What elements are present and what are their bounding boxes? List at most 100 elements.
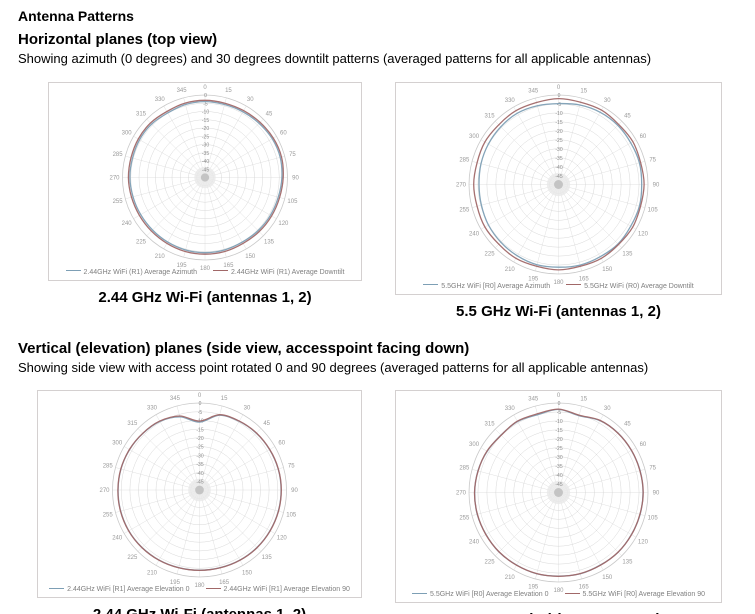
chart-legend: 2.44GHz WiFi (R1) Average Azimuth 2.44GHz… bbox=[49, 269, 361, 277]
svg-text:-45: -45 bbox=[555, 482, 562, 488]
svg-text:0: 0 bbox=[557, 393, 561, 399]
svg-text:-15: -15 bbox=[202, 118, 209, 124]
svg-text:30: 30 bbox=[247, 97, 254, 103]
svg-text:-20: -20 bbox=[555, 437, 562, 443]
svg-text:225: 225 bbox=[136, 240, 147, 246]
chart-row-vertical: 0 -5 -10 -15 -20 -25 -30 -35 -40 -45 0 15 30 45 60 75 90… bbox=[37, 390, 755, 614]
svg-text:-40: -40 bbox=[555, 165, 562, 171]
legend-item: 2.44GHz WiFi [R1] Average Elevation 90 bbox=[205, 586, 350, 594]
svg-text:225: 225 bbox=[485, 251, 496, 257]
page-title: Antenna Patterns bbox=[18, 8, 134, 24]
polar-chart-55ghz-horizontal: 0 -5 -10 -15 -20 -25 -30 -35 -40 -45 0 15 30 45 60 75 90… bbox=[395, 82, 722, 296]
svg-text:-15: -15 bbox=[196, 428, 203, 434]
svg-text:150: 150 bbox=[602, 575, 613, 581]
chart-caption: 2.44 GHz Wi-Fi (antennas 1, 2) bbox=[37, 607, 362, 614]
svg-text:270: 270 bbox=[456, 491, 467, 497]
svg-text:315: 315 bbox=[127, 421, 138, 427]
legend-label: 2.44GHz WiFi (R1) Average Downtilt bbox=[231, 268, 345, 276]
svg-text:-40: -40 bbox=[196, 471, 203, 477]
legend-item: 2.44GHz WiFi [R1] Average Elevation 0 bbox=[49, 586, 190, 594]
svg-text:195: 195 bbox=[528, 277, 539, 283]
svg-text:60: 60 bbox=[280, 130, 287, 136]
svg-text:285: 285 bbox=[113, 152, 124, 158]
svg-text:15: 15 bbox=[225, 88, 232, 94]
svg-text:0: 0 bbox=[204, 93, 207, 99]
svg-text:300: 300 bbox=[469, 134, 480, 140]
svg-text:75: 75 bbox=[649, 157, 656, 163]
svg-text:0: 0 bbox=[198, 393, 202, 399]
svg-text:210: 210 bbox=[505, 267, 516, 273]
svg-text:315: 315 bbox=[485, 422, 496, 428]
svg-text:270: 270 bbox=[99, 488, 110, 494]
svg-text:75: 75 bbox=[649, 466, 656, 472]
svg-text:-25: -25 bbox=[555, 138, 562, 144]
svg-text:300: 300 bbox=[122, 130, 133, 136]
svg-text:90: 90 bbox=[653, 183, 660, 189]
svg-text:165: 165 bbox=[223, 263, 234, 269]
svg-text:45: 45 bbox=[263, 421, 270, 427]
legend-item: 5.5GHz WiFi (R0) Average Downtilt bbox=[566, 283, 694, 291]
svg-text:-30: -30 bbox=[196, 454, 203, 460]
svg-text:240: 240 bbox=[469, 231, 480, 237]
svg-text:-20: -20 bbox=[555, 129, 562, 135]
svg-text:105: 105 bbox=[286, 513, 297, 519]
svg-text:135: 135 bbox=[262, 556, 273, 562]
figure-244ghz-horizontal: 0 -5 -10 -15 -20 -25 -30 -35 -40 -45 0 15 30 45 60 75 90… bbox=[48, 82, 362, 307]
svg-text:315: 315 bbox=[136, 112, 147, 118]
svg-text:255: 255 bbox=[113, 199, 124, 205]
svg-text:-30: -30 bbox=[555, 455, 562, 461]
svg-text:45: 45 bbox=[624, 422, 631, 428]
legend-line-swatch bbox=[564, 592, 580, 594]
svg-text:180: 180 bbox=[553, 588, 564, 594]
legend-line-swatch bbox=[205, 587, 221, 589]
svg-text:60: 60 bbox=[640, 134, 647, 140]
svg-text:0: 0 bbox=[199, 402, 202, 408]
svg-text:300: 300 bbox=[469, 442, 480, 448]
svg-text:30: 30 bbox=[604, 98, 611, 104]
legend-line-swatch bbox=[423, 284, 439, 286]
svg-text:-10: -10 bbox=[202, 110, 209, 116]
svg-text:150: 150 bbox=[602, 267, 613, 273]
polar-plot-canvas: 0-5-10-15-20-25-30-35-40-450153045607590… bbox=[456, 393, 660, 594]
svg-text:-10: -10 bbox=[555, 420, 562, 426]
section-heading: Horizontal planes (top view) bbox=[18, 31, 218, 49]
legend-line-swatch bbox=[412, 592, 427, 594]
legend-label: 2.44GHz WiFi [R1] Average Elevation 90 bbox=[223, 586, 350, 594]
svg-text:240: 240 bbox=[122, 221, 133, 227]
figure-244ghz-elevation: 0 -5 -10 -15 -20 -25 -30 -35 -40 -45 0 15 30 45 60 75 90… bbox=[37, 390, 362, 614]
polar-chart-244ghz-elevation: 0 -5 -10 -15 -20 -25 -30 -35 -40 -45 0 15 30 45 60 75 90… bbox=[37, 390, 362, 599]
svg-text:-5: -5 bbox=[203, 101, 208, 107]
svg-text:-45: -45 bbox=[555, 174, 562, 180]
svg-text:345: 345 bbox=[528, 397, 539, 403]
legend-line-swatch bbox=[213, 270, 228, 272]
legend-item: 2.44GHz WiFi (R1) Average Downtilt bbox=[213, 269, 344, 277]
svg-text:315: 315 bbox=[485, 114, 496, 120]
svg-text:-35: -35 bbox=[196, 463, 203, 469]
polar-chart-244ghz-horizontal: 0 -5 -10 -15 -20 -25 -30 -35 -40 -45 0 15 30 45 60 75 90… bbox=[48, 82, 362, 282]
svg-text:-5: -5 bbox=[557, 102, 562, 108]
svg-text:135: 135 bbox=[622, 251, 633, 257]
svg-text:240: 240 bbox=[469, 540, 480, 546]
svg-text:60: 60 bbox=[640, 442, 647, 448]
svg-text:30: 30 bbox=[604, 407, 611, 413]
svg-text:255: 255 bbox=[103, 513, 114, 519]
svg-text:195: 195 bbox=[170, 580, 181, 586]
section-heading: Vertical (elevation) planes (side view, … bbox=[18, 339, 470, 357]
legend-label: 2.44GHz WiFi (R1) Average Azimuth bbox=[83, 268, 197, 276]
polar-plot-canvas: 0-5-10-15-20-25-30-35-40-450153045607590… bbox=[99, 393, 298, 589]
svg-text:-10: -10 bbox=[555, 111, 562, 117]
svg-text:-35: -35 bbox=[202, 151, 209, 157]
svg-text:-45: -45 bbox=[196, 480, 203, 486]
svg-text:195: 195 bbox=[177, 263, 188, 269]
svg-text:-20: -20 bbox=[202, 126, 209, 132]
legend-line-swatch bbox=[49, 587, 65, 589]
svg-text:0: 0 bbox=[203, 85, 207, 91]
svg-text:45: 45 bbox=[624, 114, 631, 120]
svg-text:180: 180 bbox=[194, 583, 205, 589]
svg-text:90: 90 bbox=[292, 176, 299, 182]
svg-text:285: 285 bbox=[459, 157, 470, 163]
svg-text:300: 300 bbox=[112, 441, 123, 447]
svg-text:-5: -5 bbox=[198, 410, 203, 416]
chart-legend: 5.5GHz WiFi [R0] Average Elevation 0 5.5G… bbox=[396, 591, 721, 599]
